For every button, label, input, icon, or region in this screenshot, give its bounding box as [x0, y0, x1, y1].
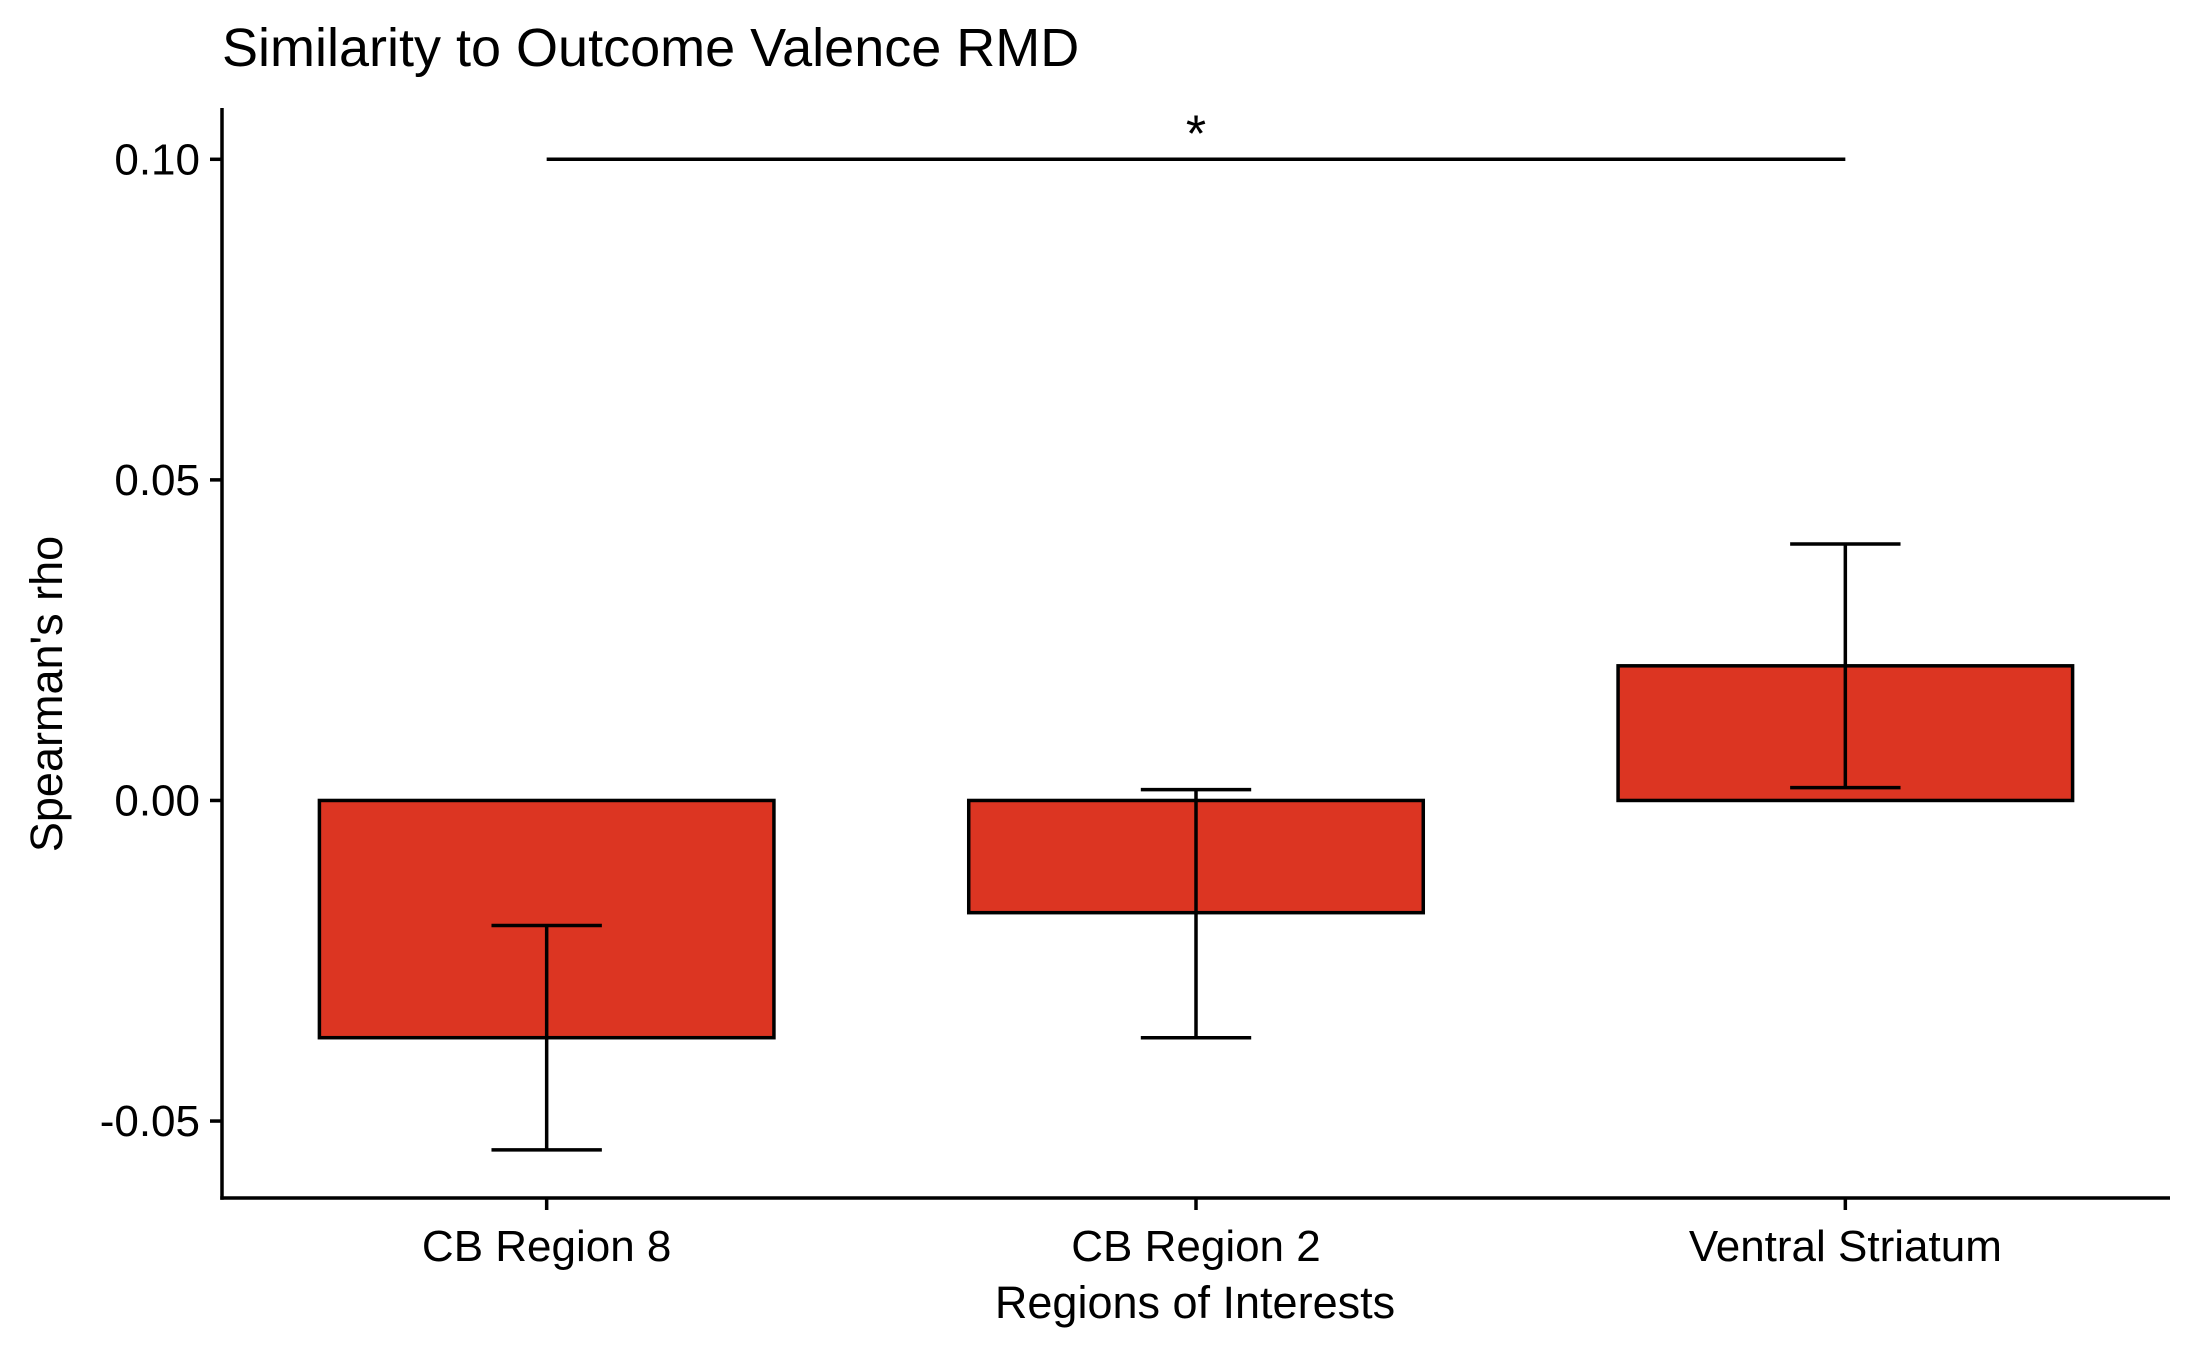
error-bars-layer	[491, 542, 1901, 1152]
chart-title: Similarity to Outcome Valence RMD	[222, 18, 1079, 78]
x-axis-label: Regions of Interests	[995, 1277, 1395, 1328]
y-axis-label: Spearman's rho	[21, 536, 72, 852]
x-tick-label-2: CB Region 2	[1071, 1222, 1320, 1271]
y-tick-label-2: 0.00	[114, 776, 200, 825]
y-tick-label-3: 0.05	[114, 456, 200, 505]
significance-label: *	[1186, 105, 1206, 163]
x-tick-label-1: CB Region 8	[422, 1222, 671, 1271]
x-tick-label-3: Ventral Striatum	[1689, 1222, 2002, 1271]
axes-layer: -0.05 0.00 0.05 0.10 CB Region 8 CB Region 2 V…	[100, 108, 2170, 1271]
y-tick-label-1: -0.05	[100, 1097, 200, 1146]
y-tick-label-4: 0.10	[114, 135, 200, 184]
significance-layer: *	[546, 105, 1846, 163]
